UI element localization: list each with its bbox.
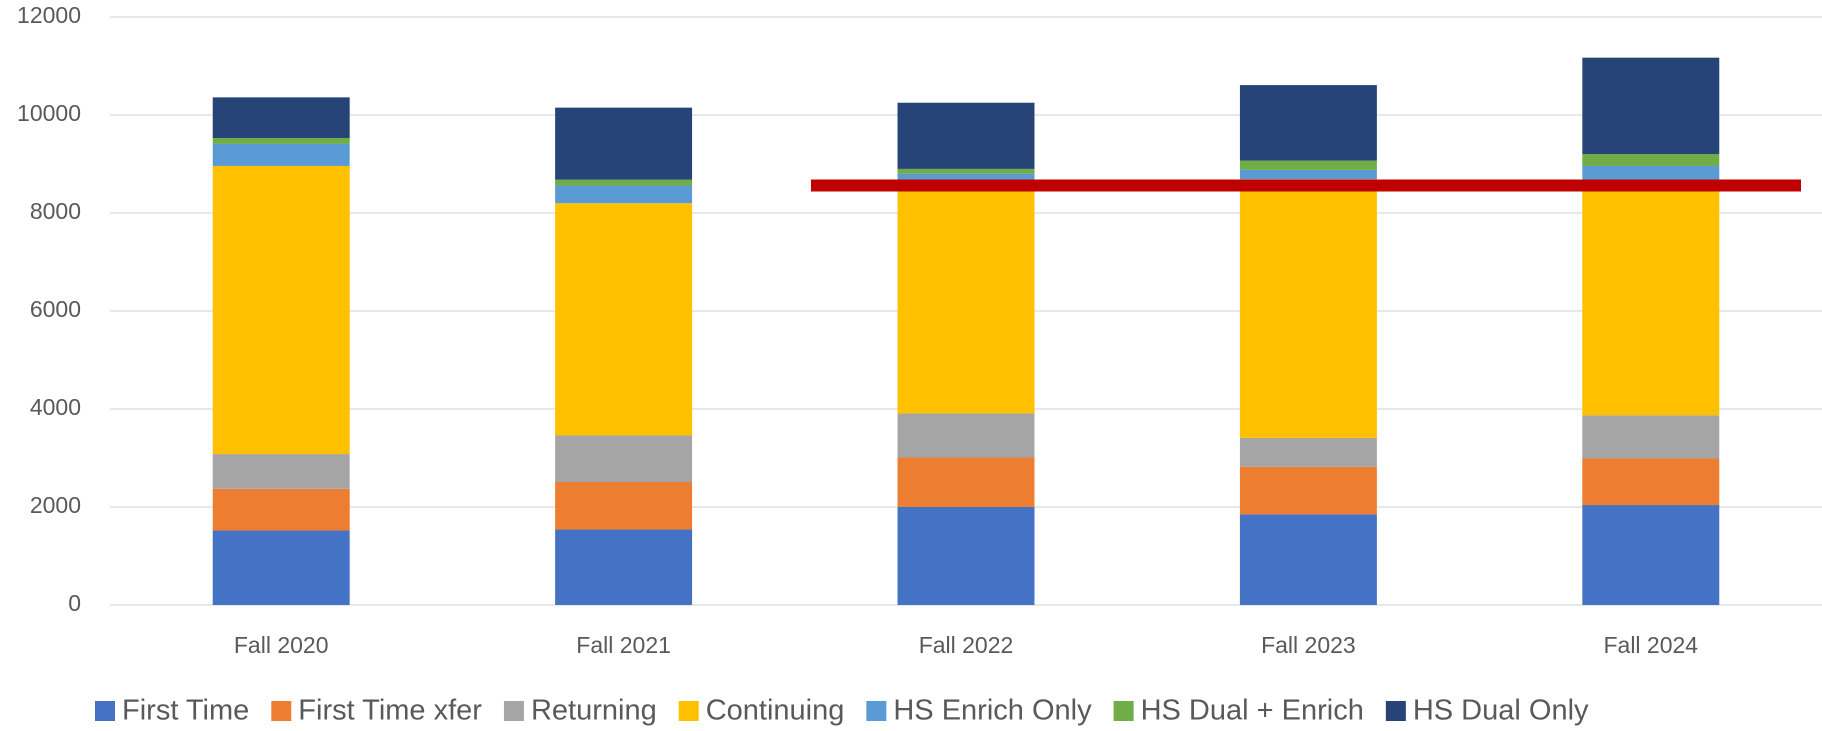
x-tick-label: Fall 2020 xyxy=(234,632,329,658)
bar-segment xyxy=(897,168,1035,174)
legend-label: HS Dual + Enrich xyxy=(1141,695,1364,727)
bar-segment xyxy=(1239,514,1377,605)
bar-segment xyxy=(555,482,693,530)
bar-segment xyxy=(555,435,693,483)
bar-segment xyxy=(555,107,693,180)
bar-segment xyxy=(1582,154,1720,166)
legend-swatch xyxy=(95,701,115,721)
bar-segment xyxy=(897,457,1035,507)
bar-segment xyxy=(555,185,693,204)
bar-segment xyxy=(212,97,350,139)
bar-segment xyxy=(897,173,1035,184)
bar-segment xyxy=(555,179,693,186)
x-tick-label: Fall 2024 xyxy=(1603,632,1698,658)
bar-segment xyxy=(897,413,1035,458)
y-tick-label: 8000 xyxy=(30,198,81,224)
legend-label: HS Enrich Only xyxy=(893,695,1092,727)
legend-label: First Time xyxy=(122,695,249,727)
y-tick-label: 2000 xyxy=(30,492,81,518)
bar-segment xyxy=(1239,85,1377,161)
bar-segment xyxy=(555,529,693,605)
bar-segment xyxy=(897,183,1035,414)
y-tick-label: 4000 xyxy=(30,394,81,420)
legend-swatch xyxy=(503,701,524,721)
bar-segment xyxy=(1239,437,1377,467)
legend-label: Returning xyxy=(531,695,657,727)
y-tick-label: 12000 xyxy=(17,2,81,28)
bar-segment xyxy=(897,102,1035,169)
legend-swatch xyxy=(678,701,699,721)
y-tick-label: 10000 xyxy=(17,100,81,126)
bar-segment xyxy=(212,488,350,531)
x-tick-label: Fall 2023 xyxy=(1261,632,1356,658)
bar-segment xyxy=(1582,57,1720,155)
bar-segment xyxy=(1239,179,1377,438)
bar-segment xyxy=(897,507,1035,605)
bar-segment xyxy=(212,143,350,166)
bar-segment xyxy=(1582,165,1720,184)
bar-segment xyxy=(212,530,350,605)
bar-segment xyxy=(212,138,350,144)
y-tick-label: 6000 xyxy=(30,296,81,322)
bar-segment xyxy=(212,454,350,489)
bar-segment xyxy=(1582,458,1720,506)
x-tick-label: Fall 2021 xyxy=(576,632,671,658)
legend-swatch xyxy=(866,701,887,721)
bar-segment xyxy=(1582,415,1720,459)
legend-label: Continuing xyxy=(706,695,845,727)
bar-segment xyxy=(1582,183,1720,416)
bar-segment xyxy=(555,203,693,436)
legend-label: HS Dual Only xyxy=(1413,695,1589,727)
x-tick-label: Fall 2022 xyxy=(919,632,1014,658)
legend-swatch xyxy=(271,701,292,721)
bar-segment xyxy=(1582,505,1720,605)
y-tick-label: 0 xyxy=(68,590,81,616)
bar-segment xyxy=(1239,160,1377,170)
legend-swatch xyxy=(1113,701,1134,721)
bar-segment xyxy=(1239,466,1377,515)
legend-label: First Time xfer xyxy=(298,695,482,727)
bar-segment xyxy=(1239,169,1377,180)
legend-swatch xyxy=(1385,701,1406,721)
bar-segment xyxy=(212,165,350,455)
